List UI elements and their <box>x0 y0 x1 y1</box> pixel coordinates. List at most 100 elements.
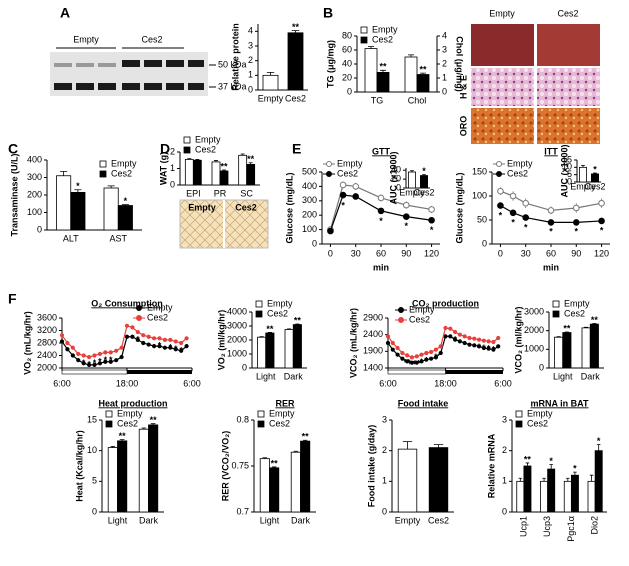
legend-label: Ces2 <box>372 34 393 44</box>
y-tick-label: 100 <box>27 207 42 217</box>
y-tick-label: 2000 <box>524 325 544 335</box>
significance-label: * <box>549 456 553 466</box>
point <box>92 353 97 358</box>
y-axis-label: Glucose (mg/dL) <box>284 172 294 243</box>
bar <box>192 159 202 186</box>
histology-column-label: Ces2 <box>557 8 578 18</box>
y-tick-label: 150 <box>472 166 487 176</box>
point <box>151 336 157 341</box>
point <box>433 347 439 352</box>
point <box>184 344 189 349</box>
point <box>443 334 448 339</box>
significance-label: ** <box>404 358 412 368</box>
bar <box>70 191 86 231</box>
point <box>429 349 434 355</box>
x-tick-label: Ces2 <box>285 93 306 103</box>
significance-label: ** <box>413 359 421 369</box>
point <box>472 343 477 348</box>
significance-label: ** <box>220 161 228 171</box>
point <box>168 345 173 350</box>
y-axis-label: Glucose (mg/dL) <box>454 172 464 243</box>
point <box>438 344 443 349</box>
y-tick-label: 3 <box>382 414 387 424</box>
bar <box>103 187 119 231</box>
error-bar <box>410 170 414 172</box>
legend-label: Ces2 <box>117 418 138 428</box>
point <box>86 362 92 367</box>
legend-label: Ces2 <box>337 168 358 178</box>
point <box>424 357 429 362</box>
point <box>377 207 385 215</box>
y-tick-label: 2 <box>248 55 253 65</box>
error-bar <box>187 158 192 160</box>
point <box>339 181 347 189</box>
y-tick-label: 1000 <box>524 344 544 354</box>
y-axis-label: Relative protein <box>230 23 240 91</box>
legend-marker <box>326 161 332 167</box>
y-tick-label: 4 <box>248 26 253 36</box>
error-bar <box>573 471 577 476</box>
y-tick-label: 1 <box>248 70 253 80</box>
point <box>59 339 65 344</box>
histology-row-label: H & E <box>458 75 468 99</box>
y-tick-label: 200 <box>302 210 317 220</box>
wat-image-label: Empty <box>188 202 216 212</box>
panel-label: A <box>60 5 70 21</box>
panel-label: D <box>160 141 170 157</box>
legend-label: Ces2 <box>527 418 548 428</box>
bar <box>540 480 549 513</box>
significance-label: * <box>76 356 80 366</box>
point <box>414 360 419 365</box>
legend-swatch <box>255 300 263 308</box>
point <box>476 337 482 342</box>
significance-label: * <box>124 196 128 206</box>
legend-label: Ces2 <box>267 308 288 318</box>
series-line <box>329 184 432 230</box>
significance-label: * <box>87 359 91 369</box>
point <box>429 356 434 361</box>
point <box>59 333 65 338</box>
y-tick-label: 400 <box>302 181 317 191</box>
x-tick-label: 60 <box>546 248 556 258</box>
legend-swatch <box>105 410 113 418</box>
error-bar <box>271 466 277 468</box>
error-bar <box>214 160 218 162</box>
significance-label: * <box>405 221 409 231</box>
point <box>162 337 168 342</box>
point <box>339 191 347 199</box>
error-bar <box>119 439 125 441</box>
y2-axis-label: Chol (μg/mg) <box>455 36 465 92</box>
legend-marker <box>496 171 502 177</box>
bar <box>554 336 564 369</box>
light-period-bar <box>387 369 446 375</box>
significance-label: * <box>174 344 178 354</box>
point <box>162 345 168 350</box>
error-bar <box>380 69 386 73</box>
x-tick-label: 90 <box>571 248 581 258</box>
point <box>476 344 482 349</box>
chart-title: mRNA in BAT <box>531 398 589 408</box>
he-image <box>471 68 534 106</box>
point <box>179 340 184 346</box>
bar <box>591 173 600 183</box>
bar <box>148 424 159 513</box>
legend-label: Empty <box>269 408 295 418</box>
chart-title: RER <box>275 398 295 408</box>
legend-swatch <box>257 420 265 428</box>
significance-label: * <box>434 352 438 362</box>
error-bar <box>141 427 147 430</box>
significance-label: * <box>597 436 601 446</box>
y-axis-label: AUC (x1000) <box>388 151 398 204</box>
error-bar <box>248 162 253 165</box>
point <box>402 201 410 209</box>
point <box>402 213 410 220</box>
legend-marker <box>326 171 332 177</box>
blot-marker-label: 37 kDa <box>218 81 247 91</box>
x-tick-label: Pgc1α <box>566 516 576 542</box>
x-tick-label: 6:00 <box>379 378 397 388</box>
y-tick-label: 0.8 <box>236 414 249 424</box>
significance-label: ** <box>379 62 387 72</box>
x-tick-label: 6:00 <box>183 378 201 388</box>
legend-swatch <box>183 136 191 144</box>
y-tick-label: 0 <box>170 179 175 189</box>
